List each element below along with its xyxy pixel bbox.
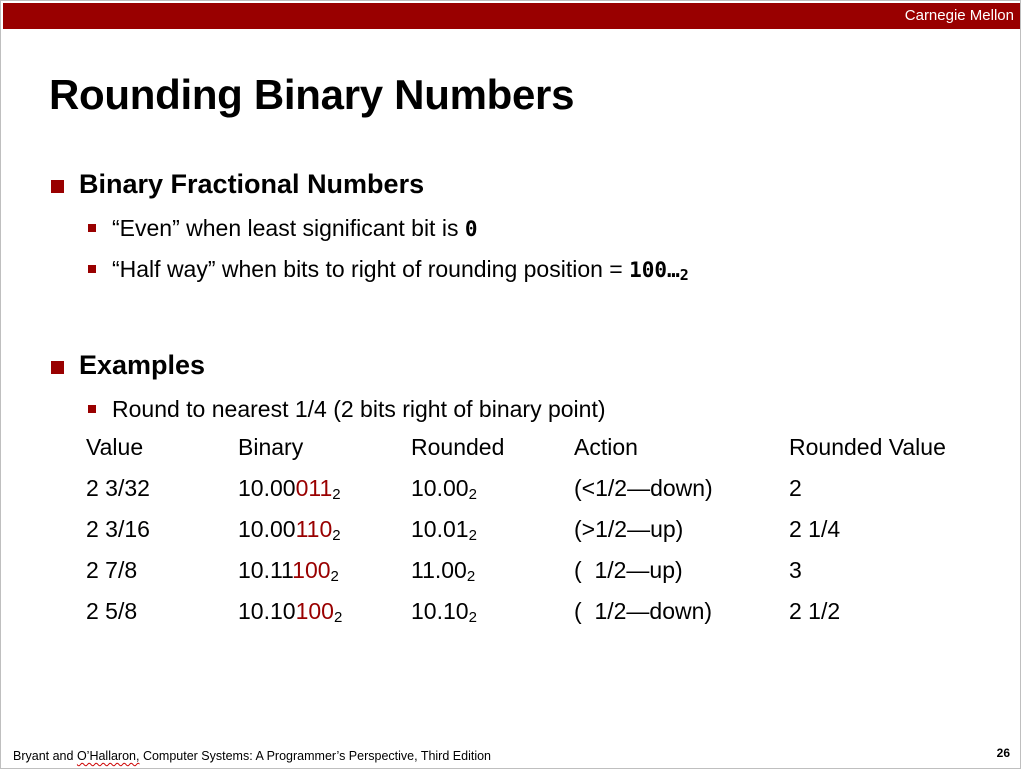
rounded-value-cell: 2 1/4 — [789, 516, 841, 542]
column-header: Binary — [238, 434, 304, 460]
code-zero: 0 — [464, 217, 478, 241]
bullet-square-icon — [51, 361, 64, 374]
section-heading: Examples — [79, 350, 206, 380]
binary-cell: 10.001102 — [238, 516, 341, 544]
rounded-cell: 10.012 — [411, 516, 477, 544]
rounded-cell: 11.002 — [411, 557, 476, 585]
bullet-square-icon — [88, 405, 96, 413]
bullet-square-icon — [51, 180, 64, 193]
binary-cell: 10.000112 — [238, 475, 341, 503]
rounded-cell: 10.102 — [411, 598, 477, 626]
section-heading: Binary Fractional Numbers — [79, 169, 425, 199]
binary-cell: 10.111002 — [238, 557, 339, 585]
page-number: 26 — [996, 746, 1010, 760]
bullet-text: “Even” when least significant bit is — [112, 215, 465, 241]
rounded-cell: 10.002 — [411, 475, 477, 503]
bullet-square-icon — [88, 265, 96, 273]
column-header: Rounded Value — [789, 434, 946, 460]
bullet-text: “Half way” when bits to right of roundin… — [112, 256, 630, 282]
rounded-value-cell: 3 — [789, 557, 802, 583]
rounded-value-cell: 2 — [789, 475, 802, 501]
column-header: Rounded — [411, 434, 505, 460]
value-cell: 2 3/16 — [86, 516, 150, 542]
binary-cell: 10.101002 — [238, 598, 343, 626]
header-bar: Carnegie Mellon — [3, 3, 1020, 29]
bullet-text: Round to nearest 1/4 (2 bits right of bi… — [112, 396, 606, 422]
code-half-way: 100… — [629, 258, 680, 282]
spellcheck-word: O’Hallaron, — [76, 749, 140, 763]
action-cell: ( 1/2—up) — [574, 557, 683, 583]
action-cell: ( 1/2—down) — [574, 598, 713, 624]
column-header: Value — [86, 434, 144, 460]
bullet-square-icon — [88, 224, 96, 232]
brand-label: Carnegie Mellon — [904, 7, 1014, 24]
value-cell: 2 7/8 — [86, 557, 138, 583]
column-header: Action — [574, 434, 638, 460]
action-cell: (>1/2—up) — [574, 516, 684, 542]
rounded-value-cell: 2 1/2 — [789, 598, 841, 624]
footer-citation: Bryant and O’Hallaron, Computer Systems:… — [13, 749, 491, 763]
slide-title: Rounding Binary Numbers — [49, 71, 575, 118]
action-cell: (<1/2—down) — [574, 475, 713, 501]
value-cell: 2 5/8 — [86, 598, 138, 624]
value-cell: 2 3/32 — [86, 475, 150, 501]
subscript-base: 2 — [679, 266, 689, 284]
